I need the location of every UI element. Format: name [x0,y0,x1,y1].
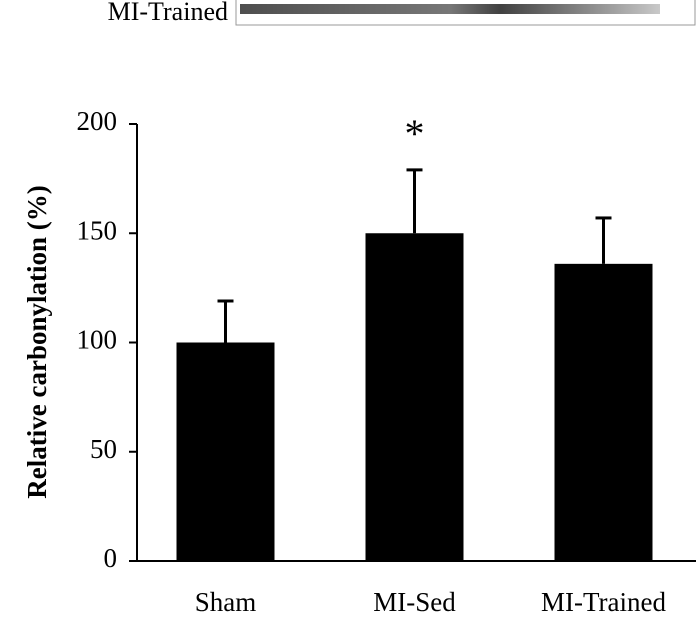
annotation: * [405,111,425,156]
bar [366,233,464,561]
blot-label: MI-Trained [108,0,228,26]
y-tick-label: 150 [77,215,118,245]
y-tick-label: 100 [77,325,118,355]
chart: MI-Trained Relative carbonylation (%) 0 5… [0,0,696,619]
x-tick-label: Sham [195,587,257,617]
y-tick-label: 50 [90,434,117,464]
bar [555,264,653,561]
blot-band [240,4,660,14]
y-tick-label: 200 [77,106,118,136]
y-tick-label: 0 [104,543,118,573]
x-tick-label: MI-Trained [541,587,666,617]
x-tick-label: MI-Sed [373,587,456,617]
y-axis-label: Relative carbonylation (%) [22,185,52,498]
bar [177,343,275,562]
